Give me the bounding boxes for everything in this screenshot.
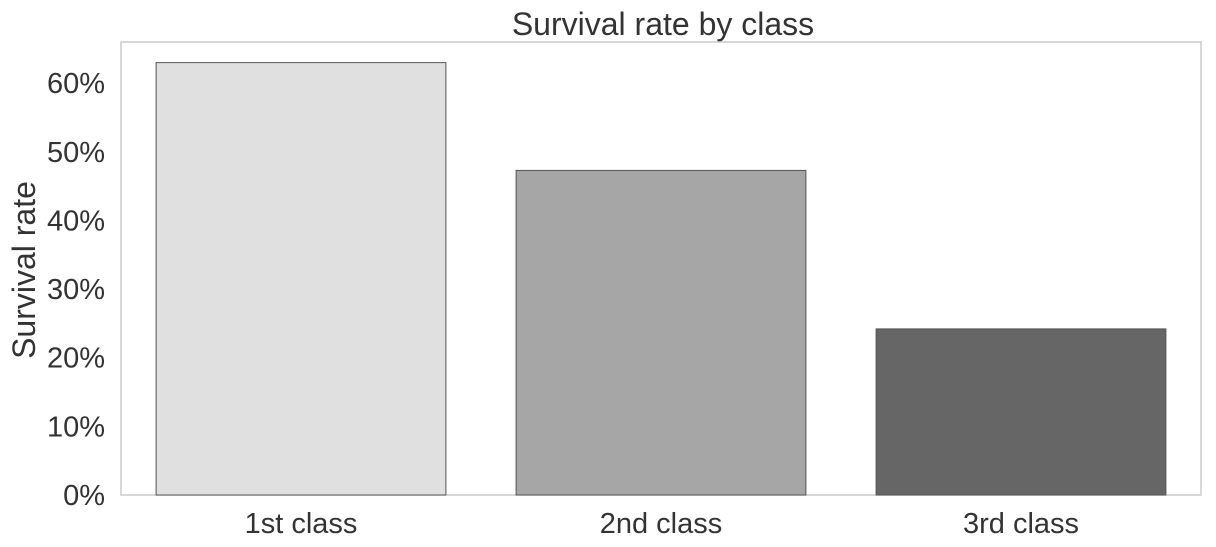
bars-group bbox=[155, 62, 1167, 496]
y-tick-label: 60% bbox=[47, 68, 105, 100]
bar-1 bbox=[155, 62, 447, 496]
chart-title: Survival rate by class bbox=[512, 6, 814, 42]
y-tick-label: 50% bbox=[47, 137, 105, 169]
y-tick-label: 10% bbox=[47, 411, 105, 443]
y-tick-label: 0% bbox=[63, 480, 105, 512]
y-axis-label: Survival rate bbox=[6, 181, 42, 359]
y-tick-label: 40% bbox=[47, 206, 105, 238]
x-tick-label: 2nd class bbox=[600, 508, 723, 540]
x-tick-label: 1st class bbox=[245, 508, 358, 540]
y-tick-label: 30% bbox=[47, 274, 105, 306]
x-axis-ticks: 1st class 2nd class 3rd class bbox=[245, 508, 1079, 540]
bar-3 bbox=[875, 328, 1167, 496]
y-tick-label: 20% bbox=[47, 343, 105, 375]
x-tick-label: 3rd class bbox=[963, 508, 1079, 540]
bar-2 bbox=[515, 169, 807, 496]
y-axis-ticks: 0% 10% 20% 30% 40% 50% 60% bbox=[47, 68, 105, 512]
